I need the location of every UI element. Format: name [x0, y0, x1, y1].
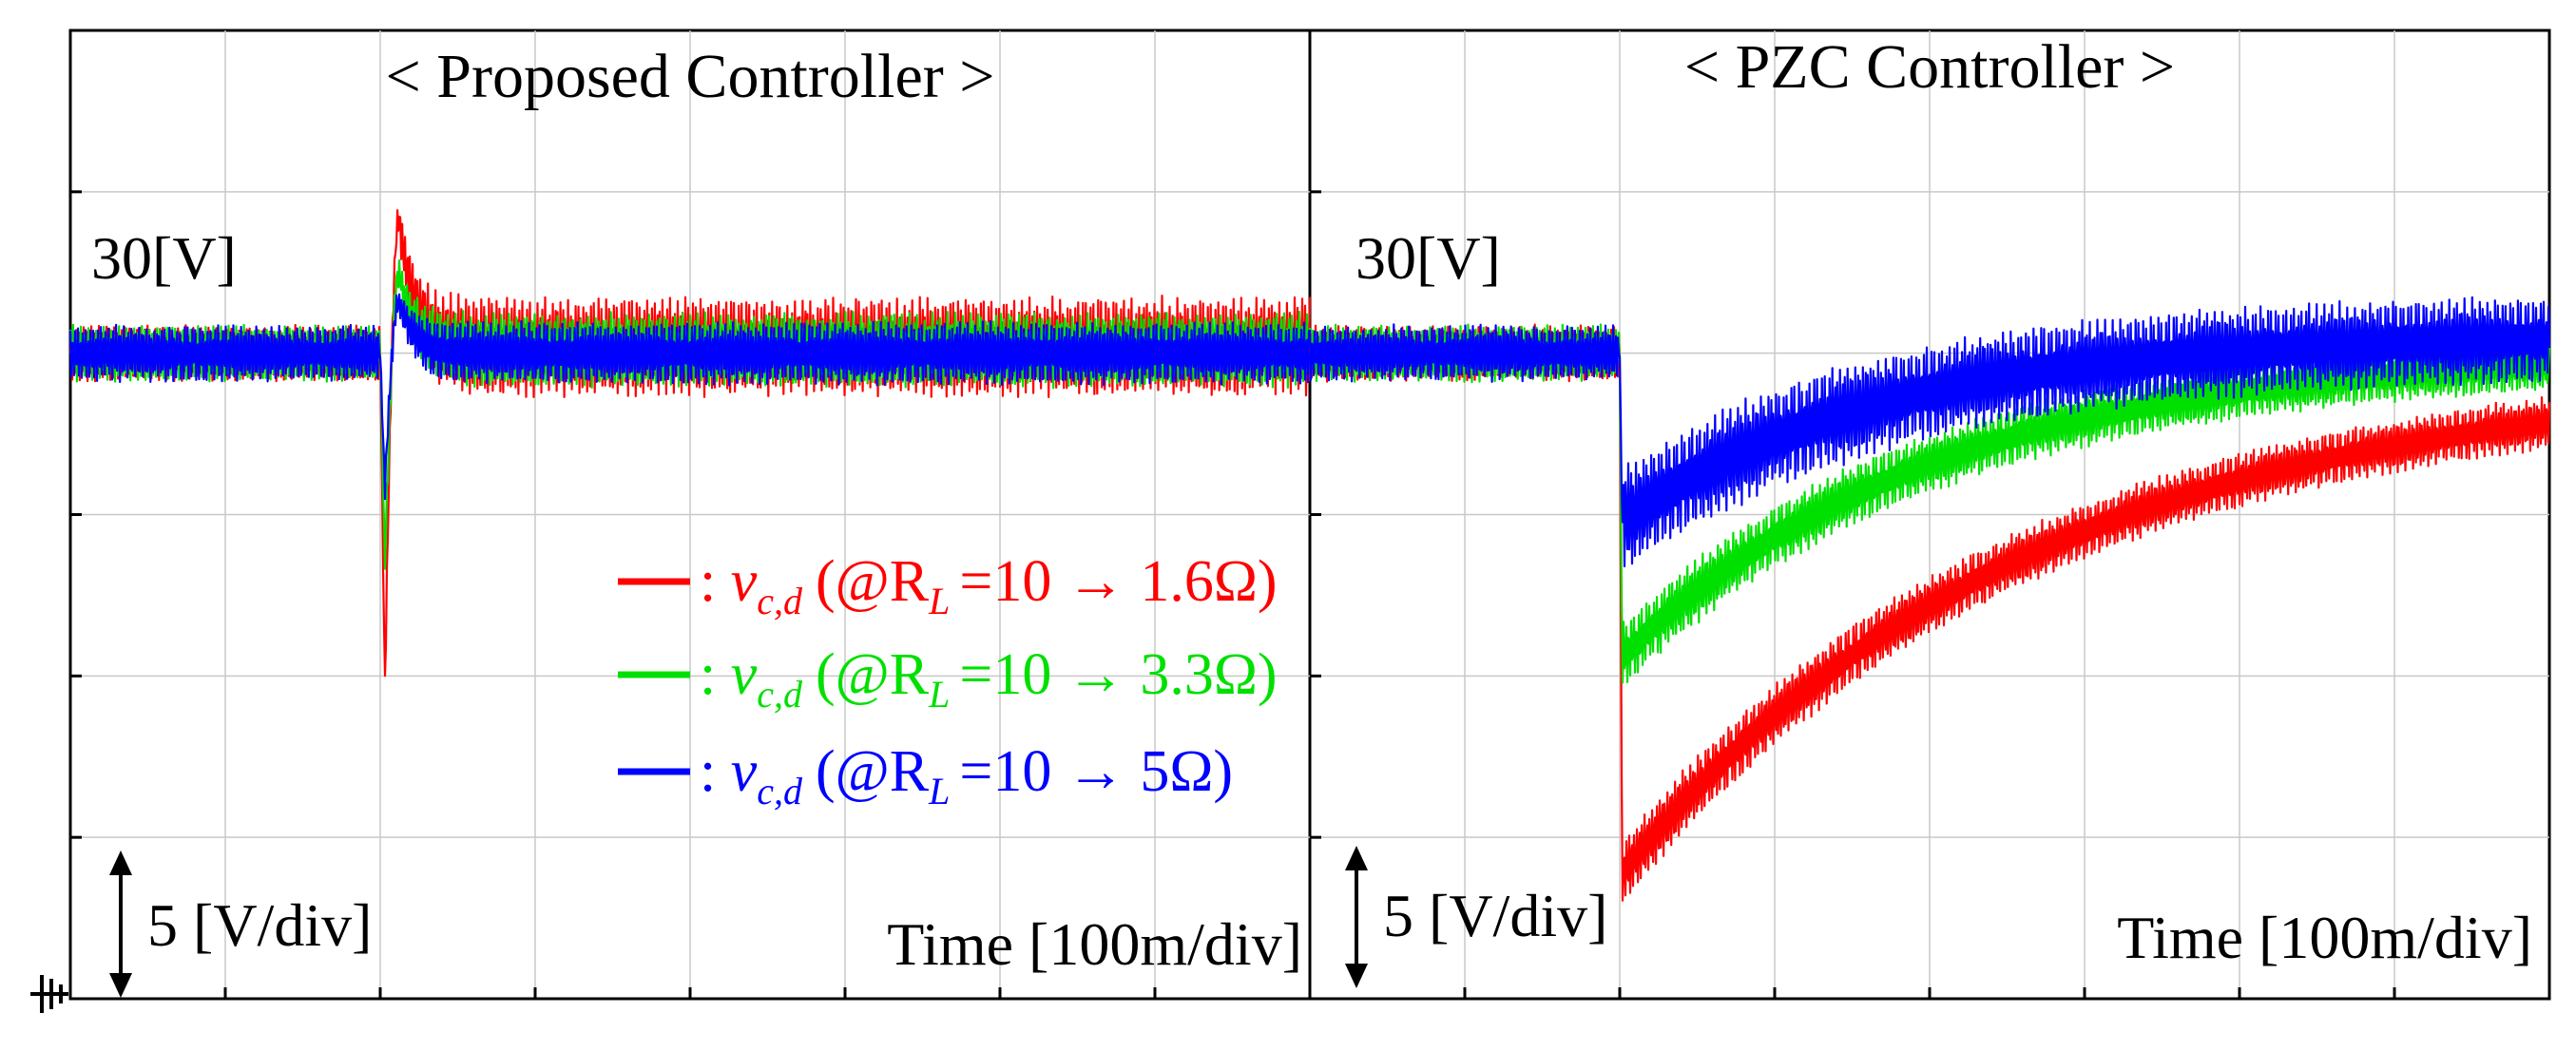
legend-condition: (@R [816, 642, 930, 707]
legend-symbol: v [731, 549, 758, 614]
legend-entry-blue: : vc,d (@RL =10 → 5Ω) [618, 739, 1233, 812]
legend-condition-sub: L [928, 580, 950, 622]
legend-condition-sub: L [928, 770, 950, 812]
legend-subscript: c,d [757, 673, 803, 716]
right-panel-waveforms [1308, 296, 2551, 902]
waveform-blue [1308, 296, 2551, 568]
left-panel-title: < Proposed Controller > [386, 42, 995, 111]
ground-icon [30, 975, 68, 1013]
right-time-label: Time [100m/div] [2117, 904, 2532, 971]
legend-subscript: c,d [757, 580, 803, 622]
legend-change: =10 → 5Ω) [959, 739, 1233, 804]
right-scale-arrow [1345, 846, 1368, 988]
waveform-blue [68, 293, 1312, 501]
left-panel-grid [70, 30, 1310, 999]
legend-subscript: c,d [757, 770, 803, 812]
left-time-label: Time [100m/div] [887, 910, 1302, 978]
left-scale-arrow [109, 850, 132, 998]
legend-change: =10 → 1.6Ω) [959, 549, 1277, 614]
right-scale-label: 5 [V/div] [1383, 882, 1607, 949]
legend-condition-sub: L [928, 673, 950, 716]
right-panel-title: < PZC Controller > [1684, 32, 2175, 102]
left-panel-waveforms [68, 209, 1312, 678]
legend: : vc,d (@RL =10 → 1.6Ω) : vc,d (@RL =10 → 3.… [618, 549, 1278, 812]
left-level-label: 30[V] [91, 224, 237, 292]
legend-condition: (@R [816, 739, 930, 804]
legend-text: : vc,d (@RL =10 → 3.3Ω) [700, 642, 1278, 716]
left-scale-label: 5 [V/div] [147, 891, 372, 959]
legend-symbol: v [731, 739, 758, 804]
legend-change: =10 → 3.3Ω) [959, 642, 1277, 707]
legend-condition: (@R [816, 549, 930, 614]
right-level-label: 30[V] [1355, 224, 1501, 292]
legend-symbol: v [731, 642, 758, 707]
legend-entry-green: : vc,d (@RL =10 → 3.3Ω) [618, 642, 1278, 716]
